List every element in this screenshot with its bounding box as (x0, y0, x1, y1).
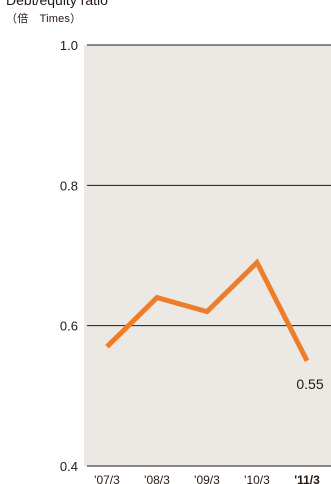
x-tick-label: '11/3 (294, 473, 320, 484)
x-tick-label: '10/3 (244, 473, 270, 484)
y-tick-label: 0.4 (60, 459, 78, 474)
x-tick-label: '08/3 (144, 473, 170, 484)
y-tick-labels: 0.4 0.6 0.8 1.0 (60, 38, 78, 474)
data-labels: 0.55 (296, 376, 323, 392)
series-group (105, 258, 310, 362)
chart-title: Debt/equity ratio (6, 0, 108, 8)
x-tick-labels: '07/3 '08/3 '09/3 '10/3 '11/3 (94, 473, 320, 484)
y-tick-label: 0.8 (60, 178, 78, 193)
y-tick-label: 0.6 (60, 319, 78, 334)
y-tick-label: 1.0 (60, 38, 78, 53)
unit-label: （倍 Times） (6, 13, 82, 25)
x-tick-label: '07/3 (94, 473, 120, 484)
data-label: 0.55 (296, 376, 323, 392)
x-tick-label: '09/3 (194, 473, 220, 484)
plot-background (84, 45, 331, 466)
